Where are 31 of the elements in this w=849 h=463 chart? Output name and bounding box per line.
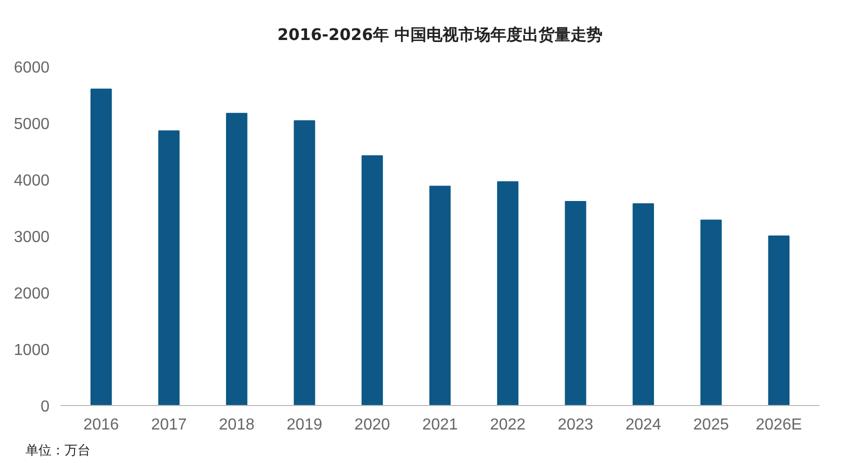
bar <box>294 120 316 406</box>
bar <box>90 88 112 406</box>
bar <box>226 112 248 406</box>
x-tick-label: 2022 <box>490 416 526 434</box>
x-tick-label: 2025 <box>693 416 729 434</box>
y-tick-label: 3000 <box>14 229 50 246</box>
chart-title: 2016-2026年 中国电视市场年度出货量走势 <box>277 25 603 44</box>
bar <box>768 236 790 406</box>
y-tick-label: 1000 <box>14 342 50 359</box>
x-tick-label: 2026E <box>756 416 802 434</box>
bar <box>362 155 383 406</box>
bar <box>429 186 451 406</box>
y-tick-label: 5000 <box>14 116 50 133</box>
bar <box>632 203 654 406</box>
x-tick-label: 2021 <box>422 416 458 434</box>
y-tick-label: 0 <box>40 398 50 416</box>
x-tick-label: 2024 <box>626 416 662 434</box>
text: 单位：万台 <box>26 444 90 458</box>
x-tick-label: 2023 <box>558 416 594 434</box>
y-tick-label: 6000 <box>14 60 50 76</box>
x-tick-label: 2020 <box>354 416 390 434</box>
x-tick-label: 2019 <box>286 416 322 434</box>
x-tick-label: 2016 <box>83 416 120 434</box>
bar <box>564 201 586 406</box>
x-tick-label: 2017 <box>151 416 187 434</box>
bar <box>700 220 722 406</box>
y-tick-label: 4000 <box>14 172 50 190</box>
bar <box>158 130 180 406</box>
x-tick-label: 2018 <box>218 416 255 434</box>
bar <box>497 181 518 406</box>
y-tick-label: 2000 <box>14 286 50 302</box>
